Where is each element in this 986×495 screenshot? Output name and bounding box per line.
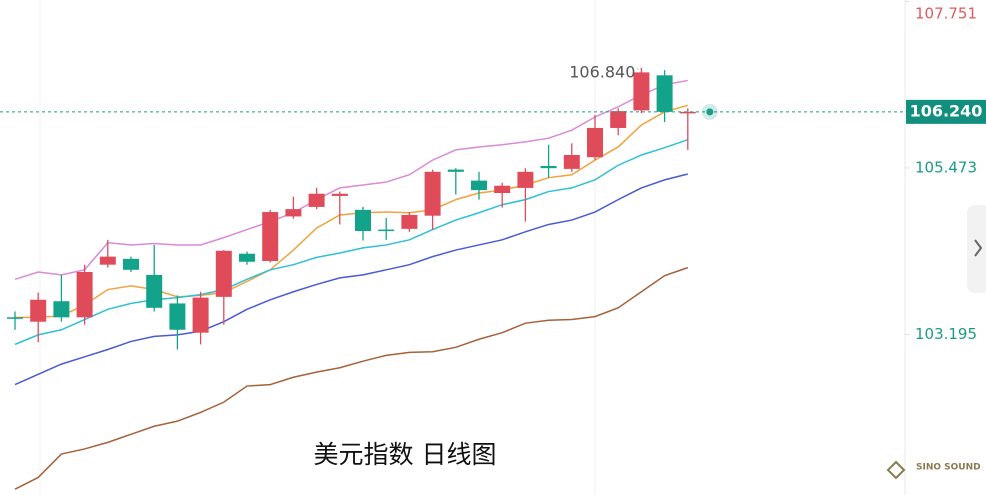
candle-body <box>494 185 511 194</box>
indicator-line <box>14 266 689 490</box>
candle-body <box>401 214 418 229</box>
candle-body <box>471 180 487 191</box>
candle-body <box>517 171 534 188</box>
candle-body <box>285 209 302 217</box>
side-toggle[interactable] <box>967 205 986 293</box>
candle-body <box>7 317 23 319</box>
candle-body <box>424 171 441 216</box>
candle-body <box>192 297 209 333</box>
candle-body <box>146 274 163 308</box>
candle-body <box>215 250 232 297</box>
candle-body <box>679 111 696 114</box>
watermark-logo: SINO SOUND <box>886 460 981 480</box>
candle-body <box>633 72 650 111</box>
candle-body <box>123 258 139 270</box>
candle-body <box>563 155 580 169</box>
chart-title: 美元指数 日线图 <box>314 440 497 469</box>
last-price-label: 106.240 <box>910 101 983 120</box>
candle-body <box>53 301 70 318</box>
candle-body <box>610 111 627 128</box>
y-tick-label: 105.473 <box>915 158 977 176</box>
high-label: 106.840 <box>569 62 635 81</box>
last-price-box <box>906 99 986 124</box>
watermark-text: SINO SOUND <box>916 463 981 473</box>
candle-body <box>447 169 464 172</box>
candle-body <box>308 193 325 207</box>
candle-body <box>99 256 116 265</box>
candle-body <box>587 127 603 158</box>
candle-body <box>30 299 47 322</box>
candle-body <box>262 212 279 262</box>
indicator-line <box>14 173 688 386</box>
indicator-line <box>15 104 689 319</box>
candle-body <box>355 209 371 232</box>
candle-body <box>169 303 186 330</box>
candle-body <box>656 75 673 112</box>
candle-body <box>378 229 395 232</box>
indicator-line <box>14 138 689 346</box>
chevron-icon <box>974 239 983 257</box>
candle-body <box>76 271 93 318</box>
indicator-line <box>14 79 688 281</box>
candles <box>7 67 696 350</box>
candle-body <box>239 253 255 262</box>
candle-body <box>540 165 557 169</box>
side-toggle-button[interactable] <box>967 205 986 293</box>
y-tick-label: 107.751 <box>915 5 977 23</box>
logo-mark <box>886 460 906 480</box>
y-tick-label: 103.195 <box>915 325 977 343</box>
last-price-dot <box>706 108 714 116</box>
candle-body <box>331 193 348 196</box>
